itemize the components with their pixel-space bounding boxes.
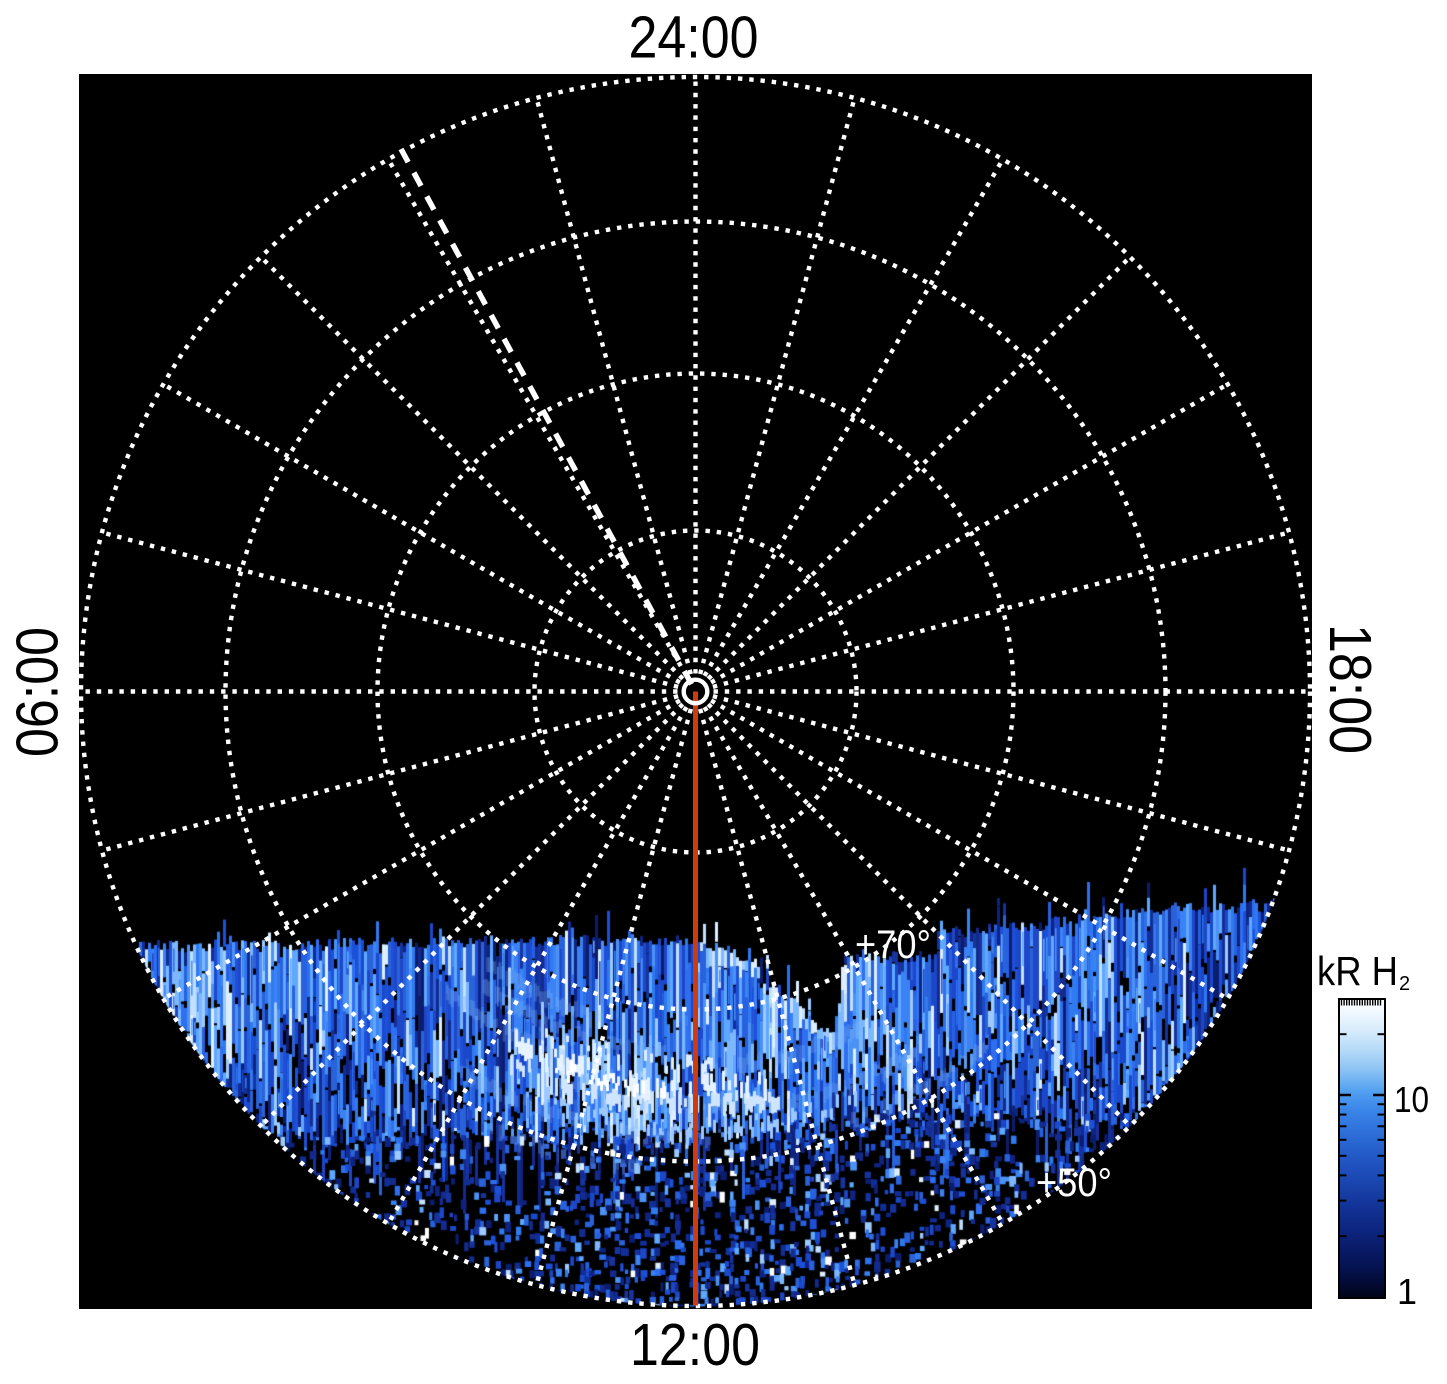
svg-text:2: 2 — [1399, 973, 1410, 995]
svg-text:+50°: +50° — [1036, 1161, 1112, 1205]
svg-text:+70°: +70° — [855, 923, 931, 967]
svg-text:06:00: 06:00 — [4, 627, 70, 757]
svg-text:24:00: 24:00 — [629, 5, 759, 71]
svg-text:kR H: kR H — [1317, 948, 1398, 994]
svg-text:10: 10 — [1394, 1079, 1429, 1120]
svg-text:18:00: 18:00 — [1317, 624, 1383, 754]
svg-text:12:00: 12:00 — [630, 1312, 760, 1378]
svg-text:1: 1 — [1397, 1271, 1417, 1312]
